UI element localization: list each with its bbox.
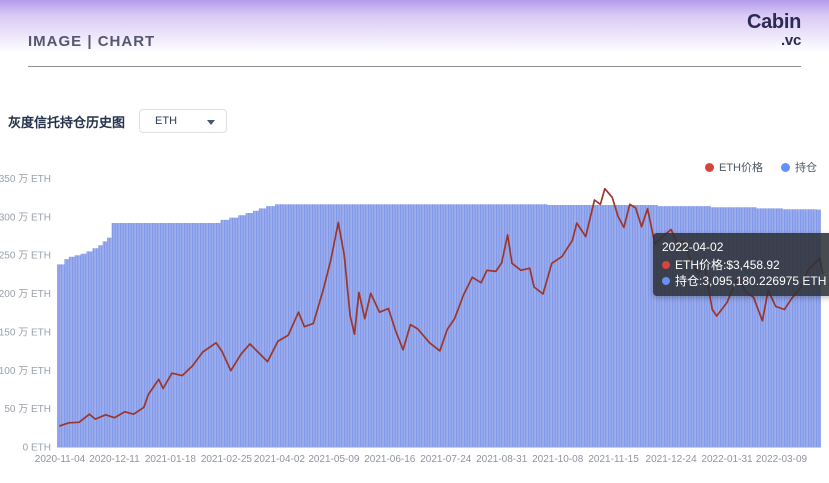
x-axis-label: 2021-12-24 <box>646 454 698 465</box>
x-axis-label: 2020-11-04 <box>35 454 86 465</box>
y-axis-label: 50 万 ETH <box>4 404 51 415</box>
tooltip-row-price: ETH价格:$3,458.92 <box>662 257 826 273</box>
x-axis-label: 2021-08-31 <box>476 454 528 465</box>
holdings-legend-marker-icon <box>781 162 790 172</box>
chart-legend: ETH价格 持仓 <box>705 159 817 175</box>
y-axis-label: 100 万 ETH <box>0 366 51 377</box>
x-axis-label: 2021-04-02 <box>254 454 306 465</box>
x-axis-label: 2021-01-18 <box>145 454 197 465</box>
x-axis-label: 2021-07-24 <box>420 454 472 465</box>
legend-item-eth-price[interactable]: ETH价格 <box>705 159 763 175</box>
legend-label-holdings: 持仓 <box>795 162 817 174</box>
y-axis-label: 300 万 ETH <box>0 212 51 223</box>
legend-label-eth-price: ETH价格 <box>719 162 763 174</box>
y-axis-label: 150 万 ETH <box>0 327 51 338</box>
tooltip-date: 2022-04-02 <box>662 240 724 254</box>
asset-dropdown-value: ETH <box>155 115 178 127</box>
holdings-bar-series[interactable] <box>57 204 821 447</box>
eth-price-legend-marker-icon <box>705 162 714 172</box>
x-axis-label: 2021-11-15 <box>588 454 639 465</box>
y-axis-label: 250 万 ETH <box>0 251 51 262</box>
chart-canvas[interactable]: 0 ETH 50 万 ETH 100 万 ETH 150 万 ETH 200 万 ETH… <box>0 150 829 483</box>
logo-line-2: .vc <box>781 32 801 49</box>
x-axis-label: 2020-12-11 <box>89 454 140 465</box>
header: IMAGE | CHART Cabin .vc <box>0 0 829 68</box>
y-axis-label: 200 万 ETH <box>0 289 51 300</box>
chevron-down-icon <box>207 120 216 125</box>
tooltip-price-marker-icon <box>662 261 670 269</box>
x-axis-label: 2022-03-09 <box>756 454 808 465</box>
cabin-vc-logo[interactable]: Cabin .vc <box>747 12 801 48</box>
x-axis-label: 2021-06-16 <box>364 454 416 465</box>
chart-tooltip: 2022-04-02 ETH价格:$3,458.92 持仓:3,095,180.… <box>653 233 829 296</box>
chart-controls: 灰度信托持仓历史图 ETH <box>8 108 228 134</box>
x-axis-label: 2021-10-08 <box>532 454 584 465</box>
header-divider <box>28 66 801 67</box>
legend-item-holdings[interactable]: 持仓 <box>781 159 817 175</box>
y-axis-label: 350 万 ETH <box>0 174 51 185</box>
tooltip-holdings-text: 持仓:3,095,180.226975 ETH <box>675 274 827 288</box>
page-title: IMAGE | CHART <box>28 33 156 50</box>
logo-line-1: Cabin <box>746 11 801 33</box>
chart-title: 灰度信托持仓历史图 <box>8 114 126 130</box>
x-axis-label: 2021-05-09 <box>308 454 360 465</box>
y-axis-label: 0 ETH <box>23 443 51 454</box>
chart-area: 0 ETH 50 万 ETH 100 万 ETH 150 万 ETH 200 万 ETH… <box>0 150 829 483</box>
tooltip-holdings-row: 持仓:3,095,180.226975 ETH <box>662 273 826 289</box>
tooltip-holdings-marker-icon <box>662 277 670 285</box>
x-axis-label: 2022-01-31 <box>701 454 753 465</box>
asset-dropdown[interactable]: ETH <box>139 109 228 133</box>
x-axis-label: 2021-02-25 <box>201 454 253 465</box>
tooltip-price-text: ETH价格:$3,458.92 <box>675 258 780 272</box>
